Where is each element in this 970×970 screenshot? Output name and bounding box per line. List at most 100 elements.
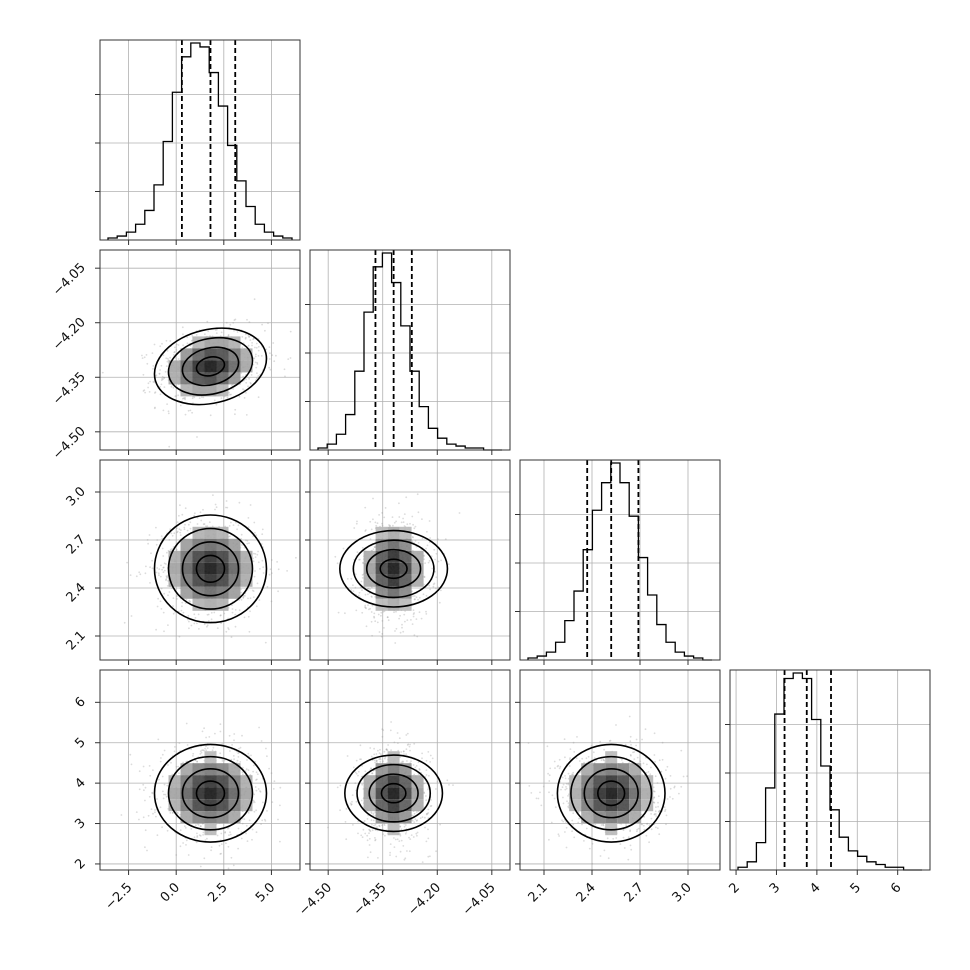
sample-point: [364, 530, 367, 532]
sample-point: [239, 761, 242, 763]
sample-point: [170, 532, 173, 535]
sample-point: [186, 342, 189, 345]
sample-point: [405, 748, 408, 751]
sample-point: [168, 539, 171, 541]
sample-point: [156, 834, 159, 837]
sample-point: [656, 782, 659, 784]
sample-point: [203, 749, 206, 752]
sample-point: [193, 622, 196, 625]
sample-point: [126, 561, 128, 564]
sample-point: [419, 817, 422, 819]
sample-point: [186, 336, 189, 339]
sample-point: [397, 742, 399, 744]
sample-point: [425, 547, 427, 550]
sample-point: [226, 506, 229, 509]
sample-point: [372, 518, 374, 521]
sample-point: [247, 752, 250, 755]
sample-point: [244, 336, 247, 339]
sample-point: [206, 624, 209, 627]
sample-point: [375, 753, 378, 755]
sample-point: [411, 623, 414, 625]
sample-point: [179, 504, 181, 507]
sample-point: [183, 528, 186, 531]
sample-point: [162, 354, 165, 357]
sample-point: [255, 534, 258, 536]
sample-point: [370, 767, 372, 770]
sample-point: [354, 771, 357, 774]
sample-point: [199, 825, 202, 828]
contour-level-4: [153, 514, 268, 624]
sample-point: [427, 812, 430, 814]
sample-point: [379, 758, 382, 761]
sample-point: [379, 757, 381, 760]
sample-point: [154, 809, 156, 811]
contour-level-1: [379, 558, 408, 580]
sample-point: [399, 850, 402, 853]
sample-point: [414, 539, 417, 542]
sample-point: [257, 788, 260, 790]
sample-point: [142, 373, 145, 376]
sample-point: [327, 826, 329, 829]
sample-point: [415, 765, 418, 767]
sample-point: [256, 363, 259, 365]
sample-point: [177, 765, 180, 768]
sample-point: [426, 530, 428, 533]
sample-point: [261, 528, 264, 531]
sample-point: [166, 585, 169, 587]
sample-point: [205, 749, 208, 752]
density-cell: [216, 775, 229, 788]
sample-point: [372, 812, 375, 815]
sample-point: [240, 837, 243, 840]
sample-point: [277, 590, 279, 593]
sample-point: [224, 831, 227, 834]
sample-point: [371, 772, 373, 775]
density-cell: [192, 787, 205, 800]
sample-point: [176, 530, 179, 533]
sample-point: [424, 816, 426, 819]
sample-point: [435, 587, 437, 590]
sample-point: [368, 832, 370, 835]
sample-point: [159, 760, 162, 763]
sample-point: [356, 551, 359, 554]
sample-point: [370, 755, 373, 758]
sample-point: [163, 749, 166, 752]
density-cell: [192, 360, 205, 373]
sample-point: [211, 749, 214, 752]
sample-point: [349, 802, 352, 805]
sample-point: [230, 758, 233, 761]
density-cell: [192, 372, 205, 385]
sample-point: [258, 726, 260, 729]
sample-point: [152, 368, 154, 370]
sample-point: [269, 368, 272, 371]
density-cell: [399, 526, 412, 539]
sample-point: [150, 552, 152, 555]
sample-point: [179, 813, 181, 816]
scatter-panel-p2-p3: [515, 669, 721, 875]
sample-point: [425, 759, 428, 762]
sample-point: [240, 538, 243, 540]
sample-point: [162, 409, 165, 412]
sample-point: [248, 335, 251, 338]
sample-point: [142, 765, 145, 768]
histogram-panel-p2: [515, 459, 721, 665]
sample-point: [184, 398, 187, 401]
sample-point: [268, 573, 271, 576]
sample-point: [232, 388, 235, 390]
sample-point: [187, 523, 190, 526]
sample-point: [435, 576, 438, 579]
sample-point: [415, 618, 418, 620]
histogram-panel-p3: [725, 669, 931, 875]
sample-point: [411, 540, 414, 543]
contour-level-2: [181, 346, 240, 387]
sample-point: [402, 517, 404, 520]
sample-point: [390, 749, 392, 751]
sample-point: [163, 562, 166, 565]
sample-point: [361, 589, 363, 591]
sample-point: [181, 601, 184, 604]
sample-point: [165, 563, 167, 565]
sample-point: [434, 558, 436, 561]
density-cell: [387, 751, 400, 764]
sample-point: [191, 335, 194, 337]
sample-point: [399, 833, 402, 836]
sample-point: [382, 760, 384, 763]
